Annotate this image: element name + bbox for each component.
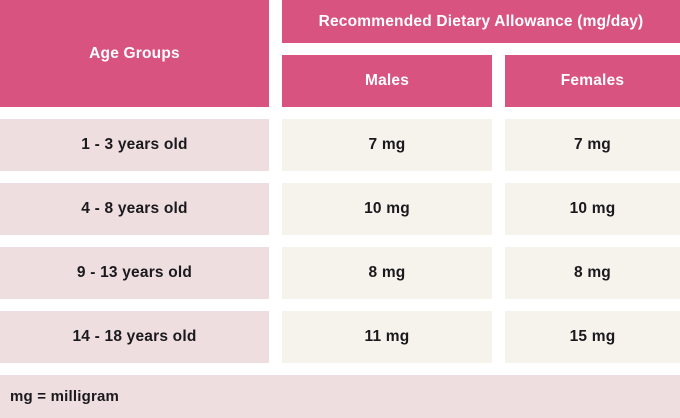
females-value-cell-row-1: 7 mg bbox=[505, 119, 680, 171]
age-groups-column-header: Age Groups bbox=[0, 0, 269, 107]
females-value: 7 mg bbox=[574, 136, 611, 153]
age-cell-row-4: 14 - 18 years old bbox=[0, 311, 269, 363]
males-value-cell-row-3: 8 mg bbox=[282, 247, 492, 299]
footnote-bar: mg = milligram bbox=[0, 375, 680, 418]
rda-header-label: Recommended Dietary Allowance (mg/day) bbox=[318, 12, 644, 30]
males-header-label: Males bbox=[364, 72, 410, 89]
age-cell-row-2: 4 - 8 years old bbox=[0, 183, 269, 235]
females-value-cell-row-3: 8 mg bbox=[505, 247, 680, 299]
age-label: 1 - 3 years old bbox=[81, 136, 188, 153]
females-value: 10 mg bbox=[569, 200, 616, 217]
females-value-cell-row-4: 15 mg bbox=[505, 311, 680, 363]
age-label: 9 - 13 years old bbox=[76, 264, 193, 281]
age-cell-row-3: 9 - 13 years old bbox=[0, 247, 269, 299]
females-value-cell-row-2: 10 mg bbox=[505, 183, 680, 235]
females-value: 8 mg bbox=[574, 264, 611, 281]
footnote-label: mg = milligram bbox=[10, 388, 120, 405]
age-label: 4 - 8 years old bbox=[81, 200, 188, 217]
age-groups-header-label: Age Groups bbox=[89, 44, 180, 62]
females-column-header: Females bbox=[505, 55, 680, 107]
age-cell-row-1: 1 - 3 years old bbox=[0, 119, 269, 171]
males-value: 11 mg bbox=[364, 328, 410, 345]
males-column-header: Males bbox=[282, 55, 492, 107]
rda-spanning-header: Recommended Dietary Allowance (mg/day) bbox=[282, 0, 680, 43]
females-header-label: Females bbox=[560, 72, 625, 89]
males-value-cell-row-2: 10 mg bbox=[282, 183, 492, 235]
males-value: 10 mg bbox=[364, 200, 410, 217]
males-value: 7 mg bbox=[368, 136, 406, 153]
males-value-cell-row-1: 7 mg bbox=[282, 119, 492, 171]
males-value: 8 mg bbox=[368, 264, 406, 281]
age-label: 14 - 18 years old bbox=[72, 328, 197, 345]
males-value-cell-row-4: 11 mg bbox=[282, 311, 492, 363]
females-value: 15 mg bbox=[569, 328, 616, 345]
